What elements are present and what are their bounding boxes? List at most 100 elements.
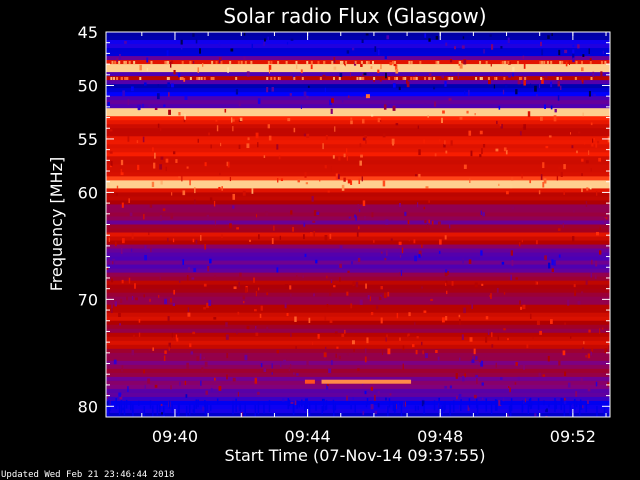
- noise-speck: [394, 76, 397, 80]
- noise-streak: [163, 406, 165, 415]
- noise-speck: [377, 117, 381, 123]
- noise-speck: [317, 60, 320, 64]
- noise-speck: [260, 363, 263, 368]
- noise-speck: [410, 60, 413, 64]
- noise-speck: [128, 198, 130, 204]
- noise-speck: [218, 57, 222, 64]
- noise-speck: [567, 382, 571, 388]
- noise-speck: [304, 253, 307, 257]
- freq-band-row: [106, 88, 610, 93]
- noise-speck: [377, 391, 380, 396]
- noise-speck: [213, 275, 217, 278]
- noise-speck: [510, 274, 512, 281]
- noise-speck: [535, 281, 538, 285]
- noise-speck: [142, 136, 145, 143]
- noise-streak: [108, 400, 110, 409]
- noise-speck: [333, 76, 336, 80]
- noise-speck: [591, 348, 594, 352]
- noise-speck: [350, 117, 353, 120]
- noise-speck: [263, 41, 266, 46]
- noise-speck: [253, 309, 257, 312]
- noise-speck: [267, 36, 269, 42]
- noise-speck: [544, 76, 548, 79]
- noise-speck: [251, 188, 254, 194]
- noise-speck: [167, 82, 170, 88]
- noise-speck: [178, 112, 181, 116]
- noise-speck: [189, 60, 192, 64]
- freq-band-row: [106, 392, 610, 398]
- updated-footer: Updated Wed Feb 21 23:46:44 2018: [1, 470, 174, 480]
- freq-band-row: [106, 96, 610, 101]
- noise-streak: [460, 399, 462, 404]
- noise-speck: [165, 166, 167, 172]
- noise-speck: [180, 39, 183, 45]
- noise-speck: [463, 307, 466, 314]
- x-axis: 09:40 09:44 09:48 09:52: [141, 32, 607, 446]
- noise-speck: [493, 272, 496, 276]
- noise-speck: [138, 332, 141, 337]
- noise-speck: [540, 60, 543, 64]
- noise-streak: [560, 398, 562, 411]
- noise-speck: [415, 74, 417, 79]
- noise-speck: [417, 125, 420, 129]
- noise-speck: [523, 124, 527, 130]
- noise-speck: [189, 179, 191, 186]
- noise-speck: [583, 341, 585, 345]
- noise-speck: [604, 217, 606, 224]
- noise-streak: [529, 397, 532, 410]
- noise-speck: [361, 38, 364, 44]
- noise-speck: [481, 382, 484, 386]
- noise-speck: [448, 76, 451, 80]
- noise-speck: [507, 60, 510, 64]
- freq-band-row: [106, 252, 610, 258]
- noise-speck: [357, 204, 360, 210]
- noise-speck: [305, 182, 309, 185]
- noise-speck: [181, 76, 184, 80]
- noise-speck: [110, 76, 113, 80]
- noise-speck: [313, 293, 315, 297]
- noise-speck: [293, 127, 296, 133]
- noise-speck: [127, 386, 129, 393]
- noise-speck: [339, 263, 342, 268]
- noise-speck: [237, 391, 239, 397]
- noise-speck: [118, 60, 121, 64]
- freq-band-row: [106, 156, 610, 161]
- noise-speck: [182, 190, 186, 196]
- noise-speck: [383, 104, 387, 110]
- freq-band-row: [106, 200, 610, 206]
- noise-speck: [585, 160, 589, 164]
- noise-speck: [225, 334, 229, 340]
- noise-streak: [476, 404, 479, 415]
- noise-speck: [258, 287, 260, 291]
- noise-speck: [293, 76, 296, 80]
- freq-band-row: [106, 276, 610, 282]
- noise-speck: [154, 152, 156, 159]
- noise-speck: [198, 76, 201, 80]
- noise-speck: [516, 60, 519, 64]
- noise-speck: [346, 50, 350, 54]
- noise-streak: [306, 398, 308, 412]
- noise-speck: [338, 355, 341, 360]
- noise-speck: [449, 58, 453, 63]
- noise-speck: [214, 220, 216, 226]
- noise-speck: [587, 387, 591, 392]
- noise-speck: [522, 55, 525, 59]
- freq-band-row: [106, 296, 610, 302]
- noise-speck: [364, 216, 367, 220]
- noise-speck: [230, 48, 234, 52]
- noise-speck: [211, 60, 214, 64]
- noise-speck: [599, 226, 601, 231]
- noise-speck: [337, 174, 340, 180]
- noise-speck: [124, 40, 127, 44]
- noise-speck: [312, 220, 316, 223]
- noise-speck: [126, 76, 129, 80]
- noise-speck: [598, 157, 601, 162]
- noise-speck: [126, 296, 129, 301]
- noise-speck: [168, 342, 171, 348]
- noise-streak: [177, 404, 180, 417]
- noise-speck: [196, 356, 199, 361]
- noise-speck: [457, 73, 459, 79]
- noise-speck: [232, 126, 234, 132]
- noise-speck: [447, 271, 450, 275]
- noise-speck: [210, 388, 213, 392]
